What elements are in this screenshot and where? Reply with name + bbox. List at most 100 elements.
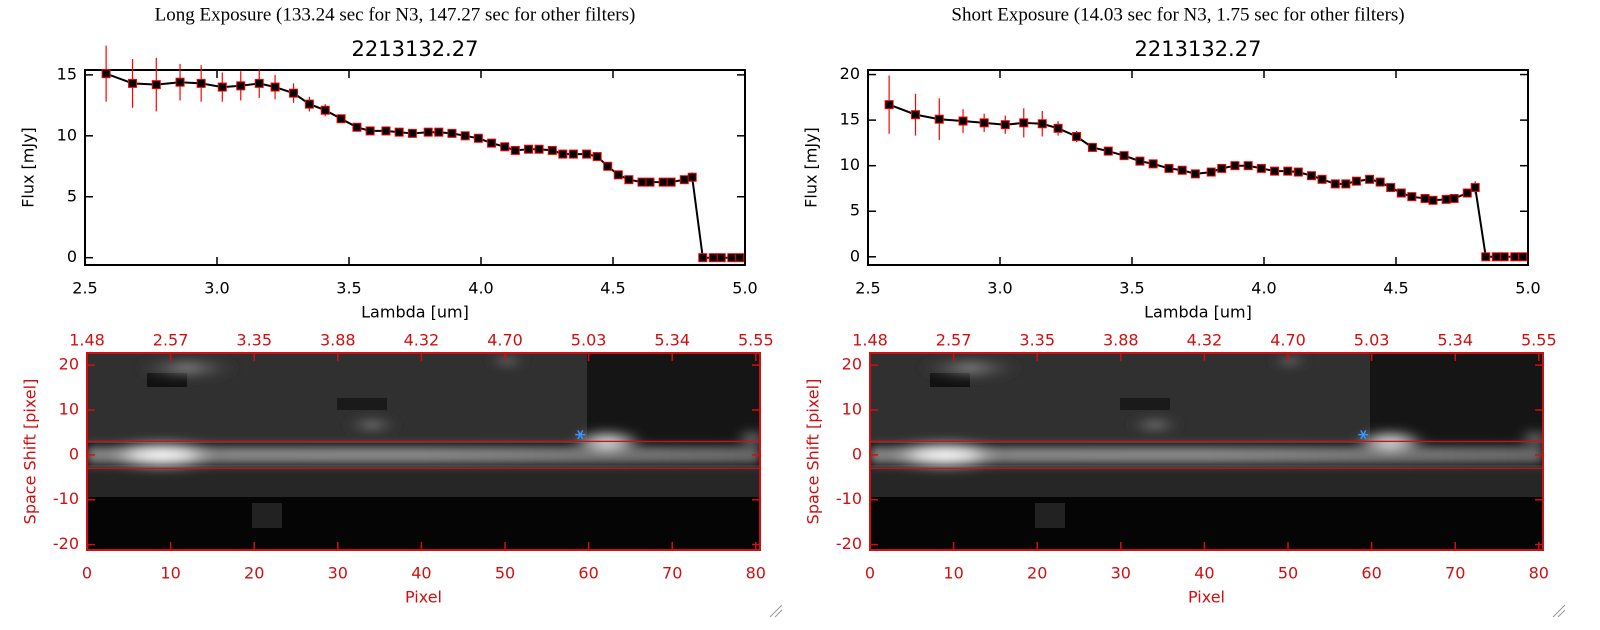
data-point: [304, 99, 314, 109]
x2-tick-label: 3.88: [1103, 331, 1139, 350]
spectrum-panel: Short Exposure (14.03 sec for N3, 1.75 s…: [802, 4, 1541, 321]
data-point: [558, 149, 568, 159]
data-point: [1491, 252, 1501, 262]
x-tick-label: 3.0: [987, 279, 1012, 298]
data-point: [1119, 151, 1129, 161]
x2-tick-label: 2.57: [153, 331, 189, 350]
data-point: [381, 126, 391, 136]
x2-tick-label: 5.34: [1437, 331, 1473, 350]
data-point: [637, 177, 647, 187]
data-point: [1103, 146, 1113, 156]
data-point: [1375, 177, 1385, 187]
data-point: [1270, 166, 1280, 176]
x-tick-label: 50: [495, 564, 515, 583]
x2-tick-label: 2.57: [936, 331, 972, 350]
data-point: [1037, 119, 1047, 129]
data-point: [1386, 183, 1396, 193]
x-axis-label: Pixel: [1188, 588, 1225, 607]
x-tick-label: 30: [1111, 564, 1131, 583]
data-point: [524, 144, 534, 154]
data-point: [698, 253, 708, 263]
data-point: [423, 127, 433, 137]
y-tick-label: -10: [53, 489, 79, 508]
data-point: [175, 77, 185, 87]
x2-tick-label: 5.03: [571, 331, 607, 350]
spectral-image: [870, 353, 1555, 550]
data-point: [487, 138, 497, 148]
data-point: [1230, 161, 1240, 171]
data-point: [658, 177, 668, 187]
x2-tick-label: 5.55: [738, 331, 774, 350]
image-panel: 0 10 20 30 40 50 60 70 80 1.48 2.57 3.35 3.88 4.32 4.7…: [804, 331, 1557, 607]
x2-tick-label: 5.55: [1521, 331, 1557, 350]
panel-header: Long Exposure (133.24 sec for N3, 147.27…: [155, 4, 636, 25]
x2-tick-label: 4.70: [1270, 331, 1306, 350]
data-point: [716, 253, 726, 263]
data-point: [1087, 142, 1097, 152]
panel-header: Short Exposure (14.03 sec for N3, 1.75 s…: [951, 4, 1404, 25]
x-tick-label: 20: [1027, 564, 1047, 583]
plot-frame: [84, 69, 746, 266]
x2-tick-label: 3.35: [236, 331, 272, 350]
data-point: [1396, 188, 1406, 198]
y-tick-label: 0: [850, 246, 860, 265]
x-tick-label: 0: [82, 564, 92, 583]
y-tick-label: 10: [842, 399, 862, 418]
data-point: [1481, 252, 1491, 262]
y-tick-label: 15: [840, 110, 860, 129]
data-point: [687, 172, 697, 182]
data-point: [128, 78, 138, 88]
data-point: [1317, 174, 1327, 184]
x2-tick-label: 1.48: [852, 331, 888, 350]
x-tick-label: 50: [1278, 564, 1298, 583]
data-point: [1307, 171, 1317, 181]
x-tick-label: 2.5: [72, 279, 97, 298]
data-point: [708, 253, 718, 263]
data-point: [735, 253, 745, 263]
source-marker: [1358, 429, 1369, 440]
chart-title: 2213132.27: [352, 37, 479, 61]
y-tick-label: 0: [67, 247, 77, 266]
y-axis-label: Space Shift [pixel]: [804, 379, 823, 525]
y-tick-label: 5: [67, 186, 77, 205]
data-point: [534, 144, 544, 154]
x-tick-label: 3.0: [204, 279, 229, 298]
y-tick-label: 5: [850, 201, 860, 220]
data-point: [352, 122, 362, 132]
data-point: [394, 127, 404, 137]
data-point: [254, 78, 264, 88]
data-point: [884, 100, 894, 110]
y-tick-label: 15: [57, 64, 77, 83]
data-point: [1135, 156, 1145, 166]
data-point: [196, 78, 206, 88]
data-point: [1164, 163, 1174, 173]
data-point: [407, 128, 417, 138]
data-point: [568, 149, 578, 159]
data-point: [1243, 161, 1253, 171]
x2-tick-label: 4.70: [487, 331, 523, 350]
x-tick-label: 30: [328, 564, 348, 583]
data-point: [1365, 174, 1375, 184]
x-axis-label: Pixel: [405, 588, 442, 607]
x-tick-label: 60: [1361, 564, 1381, 583]
x-tick-label: 20: [244, 564, 264, 583]
data-point: [1293, 167, 1303, 177]
data-point: [592, 152, 602, 162]
data-point: [289, 88, 299, 98]
x-tick-label: 5.0: [732, 279, 757, 298]
x-tick-label: 80: [1529, 564, 1549, 583]
y-tick-label: -20: [836, 534, 862, 553]
data-point: [1407, 192, 1417, 202]
x2-tick-label: 4.32: [404, 331, 440, 350]
data-point: [151, 80, 161, 90]
data-point: [1499, 252, 1509, 262]
data-point: [1190, 169, 1200, 179]
plot-frame: [86, 352, 761, 551]
x-tick-label: 3.5: [1119, 279, 1144, 298]
data-point: [510, 145, 520, 155]
x-tick-label: 40: [1194, 564, 1214, 583]
data-point: [1256, 163, 1266, 173]
x-tick-label: 70: [662, 564, 682, 583]
data-point: [217, 82, 227, 92]
